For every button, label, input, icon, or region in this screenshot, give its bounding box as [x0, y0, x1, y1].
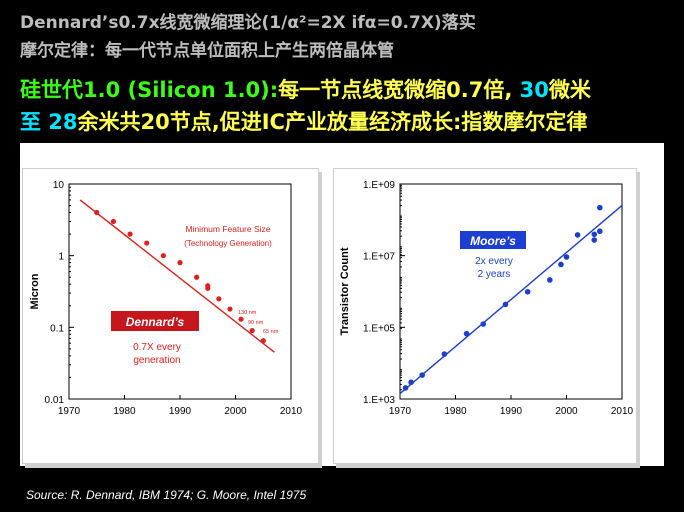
x-tick-label: 1980 [444, 406, 467, 417]
data-point [408, 379, 414, 386]
data-point [238, 316, 244, 322]
annotation-subtitle: (Technology Generation) [184, 239, 272, 248]
data-point [563, 254, 570, 260]
y-tick-label: 1.E+09 [363, 180, 395, 191]
moore-chart-svg: 1970 1980 1990 2000 2010 1.E+09 1.E+07 1.E+05 1.… [339, 180, 634, 417]
data-point [194, 274, 200, 280]
dennard-chart: 1970 1980 1990 2000 2010 10 1 0.1 0.01 Micron Mini… [22, 168, 319, 464]
end-node-number: 至 28 [20, 110, 78, 134]
data-point [227, 306, 233, 312]
x-tick-label: 2010 [280, 406, 303, 417]
node-label: 65 nm [263, 329, 279, 335]
annotation-title: Minimum Feature Size [185, 224, 270, 234]
data-point [144, 240, 150, 246]
silicon-1-label: 硅世代1.0 (Silicon 1.0): [20, 78, 279, 102]
x-tick-label: 1970 [58, 406, 81, 417]
data-point [463, 330, 470, 337]
dennard-badge-label: Dennard’s [126, 315, 185, 329]
y-tick-label: 0.01 [45, 395, 65, 406]
x-tick-label: 1980 [113, 406, 136, 417]
trend-line [79, 199, 275, 353]
moore-note-line-1: 2x every [475, 256, 513, 267]
header-line-1: Dennard’s0.7x线宽微缩理论(1/α²=2X ifα=0.7X)落实 [20, 13, 476, 33]
y-tick-label: 1.E+03 [363, 395, 395, 406]
micron-unit: 微米 [548, 78, 591, 102]
y-tick-label: 1.E+07 [363, 252, 395, 263]
data-point [597, 204, 603, 211]
node-label: 130 nm [238, 310, 257, 316]
data-point [524, 288, 531, 295]
data-point [547, 277, 553, 283]
data-point [441, 351, 448, 357]
moore-badge-label: Moore’s [470, 234, 516, 248]
data-point [502, 301, 509, 308]
data-point [94, 209, 100, 216]
data-point [177, 260, 183, 266]
data-point [402, 385, 409, 391]
node-summary-text: 余米共20节点,促进IC产业放量经济成长:指数摩尔定律 [77, 110, 588, 134]
dennard-note-line-1: 0.7X every [133, 342, 181, 353]
dennard-badge [111, 311, 199, 331]
plot-frame [399, 183, 623, 400]
dennard-note-line-2: generation [133, 355, 180, 366]
x-tick-label: 2000 [555, 406, 578, 417]
y-tick-label: 10 [53, 180, 65, 191]
start-node-number: 30 [512, 78, 549, 102]
y-axis-title: Transistor Count [339, 247, 351, 335]
silicon-1-line: 硅世代1.0 (Silicon 1.0):每一节点线宽微缩0.7倍, 30微米 [20, 74, 591, 104]
y-tick-label: 0.1 [50, 323, 64, 334]
source-citation: Source: R. Dennard, IBM 1974; G. Moore, … [26, 488, 307, 502]
plot-frame [68, 183, 292, 400]
data-point [249, 328, 255, 334]
data-point [216, 296, 222, 302]
data-point [205, 283, 211, 289]
x-tick-label: 2010 [611, 406, 634, 417]
node-span-line: 至 28余米共20节点,促进IC产业放量经济成长:指数摩尔定律 [20, 106, 587, 136]
x-tick-label: 2000 [224, 406, 247, 417]
data-point [480, 321, 487, 327]
data-point [574, 232, 581, 238]
dennard-chart-svg: 1970 1980 1990 2000 2010 10 1 0.1 0.01 Micron Mini… [29, 180, 303, 417]
data-point [160, 253, 166, 259]
x-tick-label: 1990 [169, 406, 192, 417]
data-point [597, 228, 603, 235]
moore-chart: 1970 1980 1990 2000 2010 1.E+09 1.E+07 1.E+05 1.… [333, 168, 637, 464]
y-tick-label: 1 [58, 252, 64, 263]
data-point [260, 338, 266, 344]
data-point [591, 237, 598, 243]
moore-note-line-2: 2 years [478, 269, 511, 280]
data-point [591, 231, 598, 238]
x-tick-label: 1990 [500, 406, 523, 417]
moore-badge [460, 231, 526, 249]
header-line-2: 摩尔定律：每一代节点单位面积上产生两倍晶体管 [20, 41, 394, 61]
node-label: 90 nm [248, 320, 264, 326]
trend-line [399, 204, 623, 395]
data-point [419, 372, 425, 378]
x-tick-label: 1970 [389, 406, 412, 417]
data-point [558, 261, 564, 268]
data-point [110, 218, 116, 225]
shrink-text: 每一节点线宽微缩0.7倍, [278, 78, 513, 102]
y-tick-label: 1.E+05 [363, 323, 395, 334]
y-axis-title: Micron [29, 273, 41, 309]
data-point [127, 231, 133, 237]
